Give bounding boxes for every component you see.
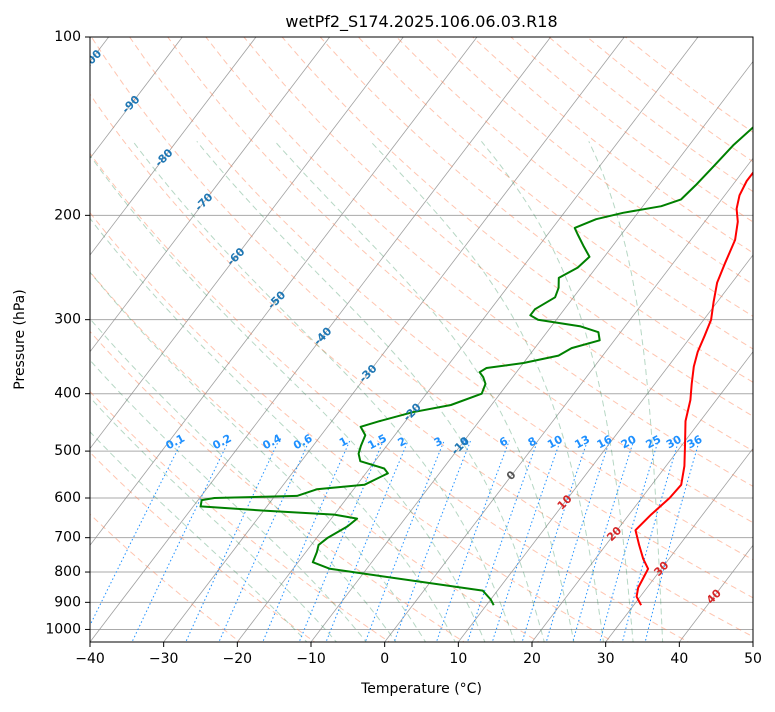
- y-tick-label: 200: [54, 207, 81, 223]
- x-tick-label: −40: [75, 651, 105, 667]
- x-axis-label: Temperature (°C): [360, 681, 482, 697]
- y-tick-label: 500: [54, 443, 81, 459]
- y-tick-label: 600: [54, 490, 81, 506]
- y-tick-label: 300: [54, 312, 81, 328]
- chart-title: wetPf2_S174.2025.106.06.03.R18: [285, 12, 557, 32]
- x-tick-label: 20: [523, 651, 541, 667]
- x-tick-label: 0: [380, 651, 389, 667]
- y-tick-label: 700: [54, 530, 81, 546]
- y-tick-label: 1000: [45, 621, 81, 637]
- x-tick-label: −30: [149, 651, 179, 667]
- y-tick-label: 900: [54, 594, 81, 610]
- x-tick-label: 30: [597, 651, 615, 667]
- y-axis-label: Pressure (hPa): [12, 289, 28, 389]
- y-tick-label: 800: [54, 564, 81, 580]
- x-tick-label: 50: [744, 651, 762, 667]
- y-tick-label: 100: [54, 29, 81, 45]
- x-tick-label: −10: [296, 651, 326, 667]
- x-tick-label: 10: [449, 651, 467, 667]
- y-tick-label: 400: [54, 386, 81, 402]
- x-tick-label: −20: [223, 651, 253, 667]
- x-tick-label: 40: [670, 651, 688, 667]
